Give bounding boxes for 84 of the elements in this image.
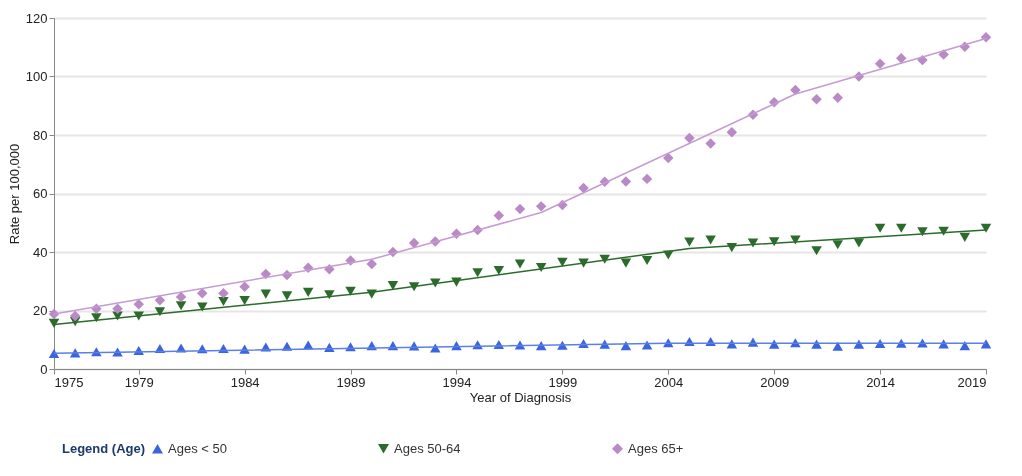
point (260, 268, 272, 280)
point (218, 288, 229, 299)
point (154, 295, 166, 306)
point (239, 281, 250, 293)
legend-label: Ages < 50 (168, 440, 227, 456)
point (790, 235, 801, 245)
point (218, 296, 229, 306)
point (345, 286, 356, 296)
point (832, 341, 843, 351)
point (747, 238, 759, 248)
y-tick-label: 40 (33, 244, 48, 260)
y-tick-label: 0 (40, 361, 48, 377)
y-tick-label: 20 (33, 303, 48, 318)
point (896, 223, 907, 233)
point (133, 299, 144, 310)
x-tick-label: 2019 (957, 374, 987, 390)
point (535, 201, 547, 212)
point (641, 340, 653, 350)
x-tick-label: 1975 (54, 374, 84, 390)
point (472, 268, 483, 278)
point (239, 296, 250, 306)
point (493, 210, 505, 221)
x-tick-label: 1984 (230, 374, 260, 390)
point (557, 257, 568, 267)
point (154, 307, 166, 317)
point (281, 291, 293, 301)
point (430, 278, 441, 288)
x-tick-label: 2014 (866, 374, 896, 390)
y-tick-label: 100 (25, 69, 48, 84)
x-tick-label: 2004 (654, 374, 684, 390)
point (48, 318, 60, 328)
point (853, 339, 865, 349)
point (959, 232, 971, 242)
point (959, 341, 971, 351)
point (874, 223, 886, 233)
point (726, 127, 738, 138)
point (768, 237, 780, 247)
point (874, 58, 886, 69)
point (641, 255, 653, 266)
point (620, 176, 632, 187)
point (408, 282, 420, 292)
point (514, 259, 526, 269)
point (69, 310, 81, 322)
point (91, 313, 102, 323)
point (832, 240, 843, 250)
y-tick-label: 60 (33, 186, 48, 201)
x-tick-label: 1989 (336, 374, 366, 390)
point (663, 152, 674, 164)
point (684, 132, 695, 144)
point (641, 173, 653, 185)
point (260, 289, 272, 299)
point (175, 291, 187, 303)
x-tick-label: 1999 (548, 374, 578, 390)
x-axis-title: Year of Diagnosis (469, 389, 572, 405)
y-tick-label: 80 (33, 127, 48, 143)
point (493, 265, 505, 275)
point (324, 290, 335, 300)
point (387, 281, 399, 291)
point (768, 339, 780, 349)
point (175, 301, 187, 311)
point (302, 287, 314, 297)
x-tick-label: 1994 (442, 374, 472, 390)
point (853, 238, 865, 248)
legend-label: Ages 65+ (628, 440, 684, 456)
point (514, 203, 526, 215)
x-tick-label: 1979 (124, 374, 154, 390)
point (620, 258, 632, 268)
point (917, 227, 928, 237)
point (896, 53, 907, 64)
point (811, 339, 822, 349)
legend-title: Legend (Age) (62, 441, 146, 456)
point (811, 246, 822, 256)
y-tick-label: 120 (25, 10, 48, 26)
point (197, 288, 208, 299)
legend-label: Ages 50-64 (394, 440, 461, 456)
point (832, 92, 843, 104)
point (705, 138, 716, 149)
y-axis-title: Rate per 100,000 (6, 143, 22, 245)
point (112, 303, 123, 314)
point (197, 302, 208, 312)
x-tick-label: 2009 (760, 374, 790, 390)
point (811, 94, 822, 105)
point (705, 235, 716, 245)
point (684, 237, 695, 247)
